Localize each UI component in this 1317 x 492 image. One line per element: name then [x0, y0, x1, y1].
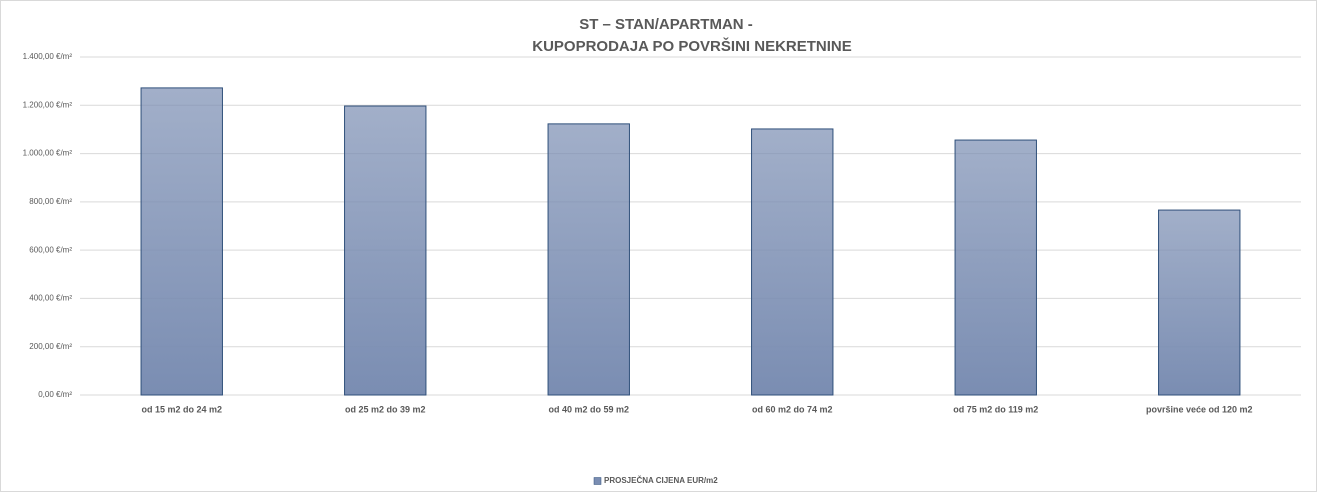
y-tick-label: 200,00 €/m²: [29, 342, 72, 351]
chart-title: KUPOPRODAJA PO POVRŠINI NEKRETNINE: [532, 37, 852, 55]
bar: [954, 139, 1037, 396]
x-tick-label: od 15 m2 do 24 m2: [141, 404, 222, 414]
bar: [1158, 209, 1241, 396]
legend-swatch: [593, 477, 602, 485]
y-tick-label: 400,00 €/m²: [29, 294, 72, 303]
y-tick-label: 1.200,00 €/m²: [23, 100, 73, 109]
bar: [751, 128, 834, 396]
chart-title: ST – STAN/APARTMAN -: [579, 16, 753, 33]
y-tick-label: 600,00 €/m²: [29, 245, 72, 254]
x-tick-label: površine veće od 120 m2: [1146, 404, 1253, 414]
x-tick-label: od 60 m2 do 74 m2: [752, 404, 833, 414]
y-tick-label: 800,00 €/m²: [29, 197, 72, 206]
bar: [140, 87, 223, 396]
x-tick-label: od 40 m2 do 59 m2: [548, 404, 629, 414]
y-tick-label: 0,00 €/m²: [38, 390, 72, 399]
x-tick-label: od 75 m2 do 119 m2: [953, 404, 1038, 414]
x-tick-label: od 25 m2 do 39 m2: [345, 404, 426, 414]
bar: [344, 105, 427, 396]
y-tick-label: 1.400,00 €/m²: [23, 52, 73, 61]
bar: [547, 123, 630, 396]
legend-label: PROSJEČNA CIJENA EUR/m2: [604, 476, 718, 485]
y-tick-label: 1.000,00 €/m²: [23, 149, 73, 158]
